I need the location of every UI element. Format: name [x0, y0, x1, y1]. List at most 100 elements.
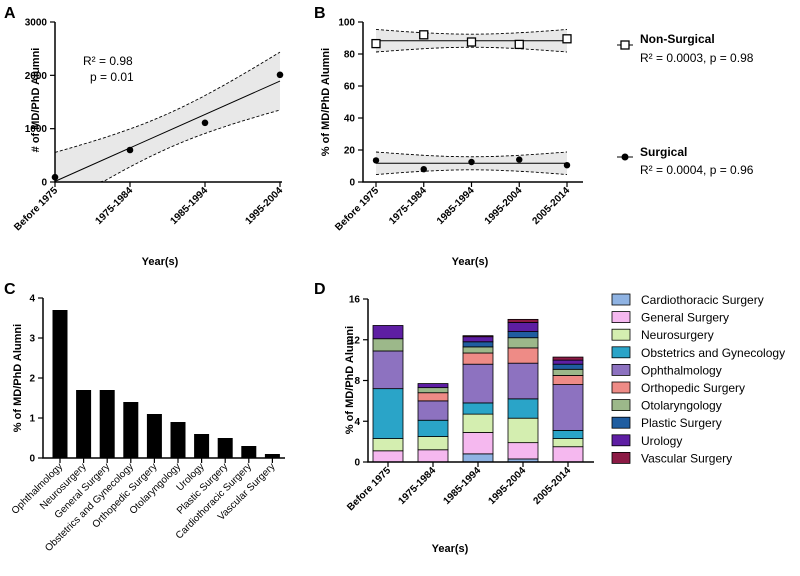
panel-d-legend-swatch [611, 293, 631, 306]
panel-d-x-axis-label: Year(s) [432, 543, 469, 555]
panel-d-label: D [314, 281, 326, 298]
panel-a-data-point [201, 119, 209, 127]
panel-d-bar-segment [462, 336, 494, 343]
panel-b-nonsurgical-point [419, 30, 429, 40]
panel-d-y-tick-label: 12 [349, 335, 361, 346]
panel-d-x-tick-label: 1995-2004 [487, 465, 529, 507]
panel-d-bar-segment [417, 436, 449, 451]
panel-c-bar [52, 310, 68, 458]
panel-d-bar-segment [462, 453, 494, 463]
panel-a-y-tick-label: 1000 [25, 124, 48, 135]
panel-d-legend-label: Cardiothoracic Surgery [641, 293, 764, 307]
panel-c-y-tick-label: 2 [29, 374, 35, 385]
panel-d-bar-segment [417, 387, 449, 394]
panel-b-y-tick-label: 80 [344, 50, 356, 61]
panel-a-y-tick-label: 2000 [25, 71, 48, 82]
panel-d-bar-segment [417, 383, 449, 389]
panel-c-bar [99, 390, 115, 458]
panel-d-y-tick-label: 0 [354, 458, 360, 469]
panel-b-surgical-ci-upper [375, 151, 568, 158]
legend-nonsurgical-stats: R² = 0.0003, p = 0.98 [640, 51, 754, 65]
panel-b-y-tick-label: 0 [349, 178, 355, 189]
panel-c-bar [241, 446, 257, 458]
panel-d-bar-segment [507, 318, 539, 323]
panel-b-x-tick-label: 1995-2004 [483, 185, 525, 227]
panel-d-y-tick-label: 4 [354, 417, 360, 428]
panel-d-bar-segment [552, 359, 584, 365]
panel-d-bar-segment [507, 398, 539, 419]
panel-d-bar-segment [552, 368, 584, 376]
panel-c-y-tick-label: 1 [29, 414, 35, 425]
panel-b-nonsurgical-point [562, 34, 572, 44]
panel-d-bar-segment [372, 438, 404, 452]
panel-a-p-value: p = 0.01 [90, 70, 134, 84]
panel-c-bar [123, 402, 139, 458]
legend-nonsurgical-square-marker [620, 40, 630, 50]
panel-b-surgical-ci-lower [375, 169, 568, 176]
panel-d-y-tick-label: 8 [354, 376, 360, 387]
panel-a-y-axis-label: # of MD/PhD Alumni [30, 48, 42, 153]
panel-a-x-tick-label: 1975-1984 [94, 185, 136, 227]
panel-a-x-tick-label: 1995-2004 [244, 185, 286, 227]
legend-surgical-name: Surgical [640, 145, 687, 159]
panel-c-y-axis-label: % of MD/PhD Alumni [12, 324, 24, 432]
panel-a-x-tick-label: 1985-1994 [169, 185, 211, 227]
panel-d-legend-label: Neurosurgery [641, 328, 714, 342]
panel-c-bar [217, 438, 233, 458]
panel-a-y-tick-label: 0 [41, 178, 47, 189]
panel-d-legend-swatch [611, 434, 631, 447]
panel-d-bar-segment [507, 442, 539, 460]
panel-d-bar-segment [462, 402, 494, 415]
panel-d-legend-label: Obstetrics and Gynecology [641, 346, 785, 360]
panel-d-x-tick-label: 2005-2014 [532, 465, 574, 507]
panel-b-surgical-point [420, 166, 427, 173]
panel-d-y-axis-label: % of MD/PhD Alumni [344, 326, 356, 434]
panel-a-fit-line [54, 80, 281, 182]
panel-b-x-tick-label: Before 1975 [333, 185, 381, 233]
panel-c-bar [170, 422, 186, 458]
panel-d-legend-label: Otolaryngology [641, 399, 722, 413]
panel-d-bar-segment [462, 346, 494, 354]
panel-d-bar-segment [507, 347, 539, 364]
panel-b-surgical-point [372, 157, 380, 164]
panel-a-data-point [276, 71, 284, 79]
panel-d-legend-label: Vascular Surgery [641, 451, 732, 465]
panel-c-label: C [4, 281, 16, 298]
panel-d-bar-segment [552, 384, 584, 431]
panel-d-legend-label: General Surgery [641, 311, 729, 325]
panel-d-bar-segment [507, 331, 539, 339]
panel-b-y-tick-label: 60 [344, 82, 356, 93]
panel-d-bar-segment [507, 362, 539, 400]
panel-d-legend-label: Orthopedic Surgery [641, 381, 745, 395]
panel-d-legend-label: Ophthalmology [641, 363, 722, 377]
panel-b-x-tick-label: 1975-1984 [387, 185, 429, 227]
panel-d-y-tick-label: 16 [349, 295, 361, 306]
panel-d-bar-segment [552, 356, 584, 361]
panel-d-x-tick-label: 1985-1994 [442, 465, 484, 507]
panel-d-x-tick-label: 1975-1984 [397, 465, 439, 507]
panel-d-legend-swatch [611, 451, 631, 464]
panel-c-bar [146, 414, 162, 458]
panel-d-bar-segment [552, 375, 584, 385]
panel-c-bar [264, 454, 280, 458]
panel-d-legend-label: Urology [641, 434, 682, 448]
panel-d-bar-segment [462, 413, 494, 433]
panel-d-bar-segment [552, 363, 584, 370]
panel-d-bar-segment [507, 337, 539, 349]
panel-a-label: A [4, 5, 16, 22]
panel-b-label: B [314, 5, 326, 22]
panel-a-data-point [51, 173, 59, 181]
panel-a-y-tick-label: 3000 [25, 18, 48, 29]
panel-d-bar-segment [462, 432, 494, 455]
panel-b-surgical-point [468, 158, 475, 166]
panel-b-x-tick-label: 2005-2014 [531, 185, 573, 227]
panel-a-r2: R² = 0.98 [83, 54, 133, 68]
panel-b-y-tick-label: 40 [344, 114, 356, 125]
panel-d-legend-label: Plastic Surgery [641, 416, 722, 430]
panel-d-bar-segment [552, 446, 584, 463]
panel-b: B % of MD/PhD Alumni Year(s) 0 20 40 60 80 10… [314, 5, 754, 268]
panel-c-y-tick-label: 0 [29, 454, 35, 465]
panel-c-bar [194, 434, 210, 458]
